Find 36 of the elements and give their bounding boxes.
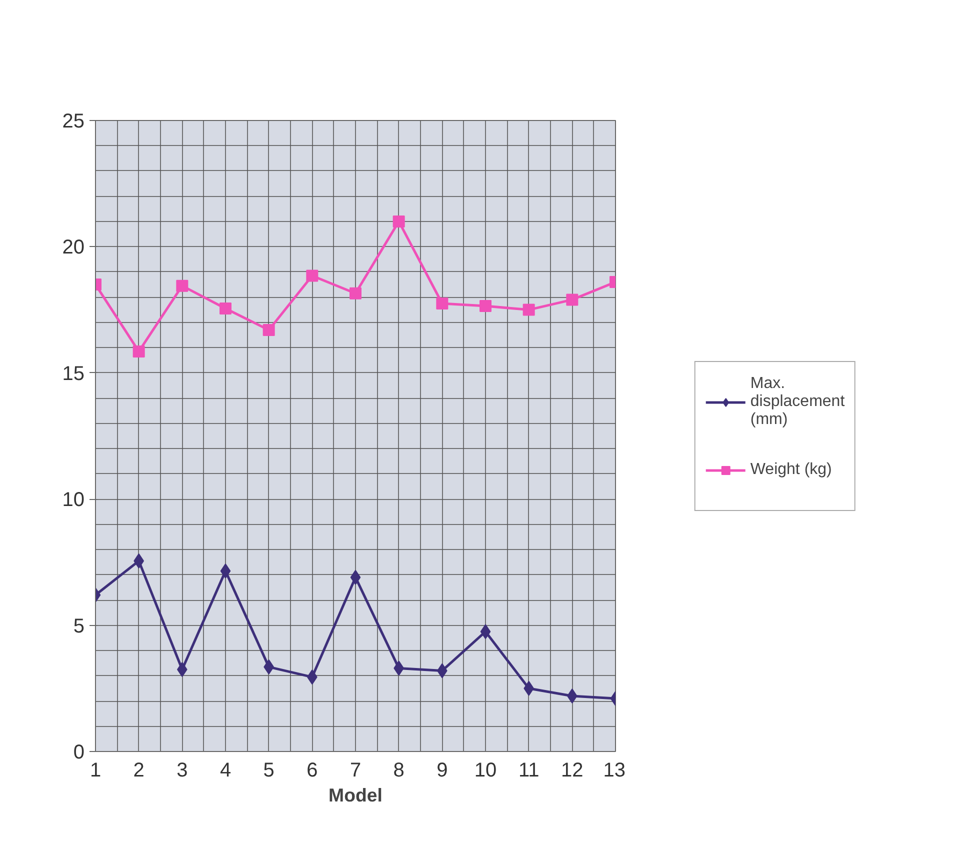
- y-tick-label: 10: [62, 489, 85, 512]
- point: [480, 300, 492, 312]
- x-tick-label: 12: [561, 760, 584, 782]
- point: [220, 302, 232, 315]
- y-tick-label: 0: [73, 742, 84, 764]
- x-tick-label: 11: [518, 760, 540, 782]
- legend-label: Weight (kg): [750, 460, 832, 480]
- x-axis-title: Model: [328, 784, 382, 806]
- point: [350, 570, 361, 585]
- x-tick-label: 13: [603, 760, 626, 782]
- x-tick-label: 3: [176, 760, 188, 782]
- x-tick-label: 6: [306, 760, 318, 782]
- x-tick-label: 10: [474, 760, 497, 782]
- point: [392, 215, 405, 228]
- point: [132, 345, 145, 358]
- point: [262, 324, 275, 336]
- point: [350, 287, 362, 300]
- y-tick-label: 15: [62, 362, 85, 385]
- x-tick-label: 7: [350, 760, 362, 782]
- y-tick-label: 5: [73, 615, 84, 638]
- point: [306, 270, 318, 282]
- y-tick-label: 20: [62, 236, 85, 259]
- x-tick-label: 1: [90, 760, 102, 782]
- point: [436, 297, 448, 310]
- x-tick-label: 8: [393, 760, 404, 782]
- y-tick-label: 25: [62, 110, 85, 132]
- point: [480, 624, 491, 640]
- x-tick-label: 2: [133, 760, 144, 782]
- point: [566, 294, 578, 306]
- x-tick-label: 9: [436, 760, 448, 782]
- x-tick-label: 5: [263, 760, 274, 782]
- point: [176, 280, 188, 292]
- point: [220, 564, 231, 579]
- x-tick-label: 4: [220, 760, 232, 782]
- legend-label: Max. displacement (mm): [750, 374, 845, 430]
- point: [522, 304, 535, 316]
